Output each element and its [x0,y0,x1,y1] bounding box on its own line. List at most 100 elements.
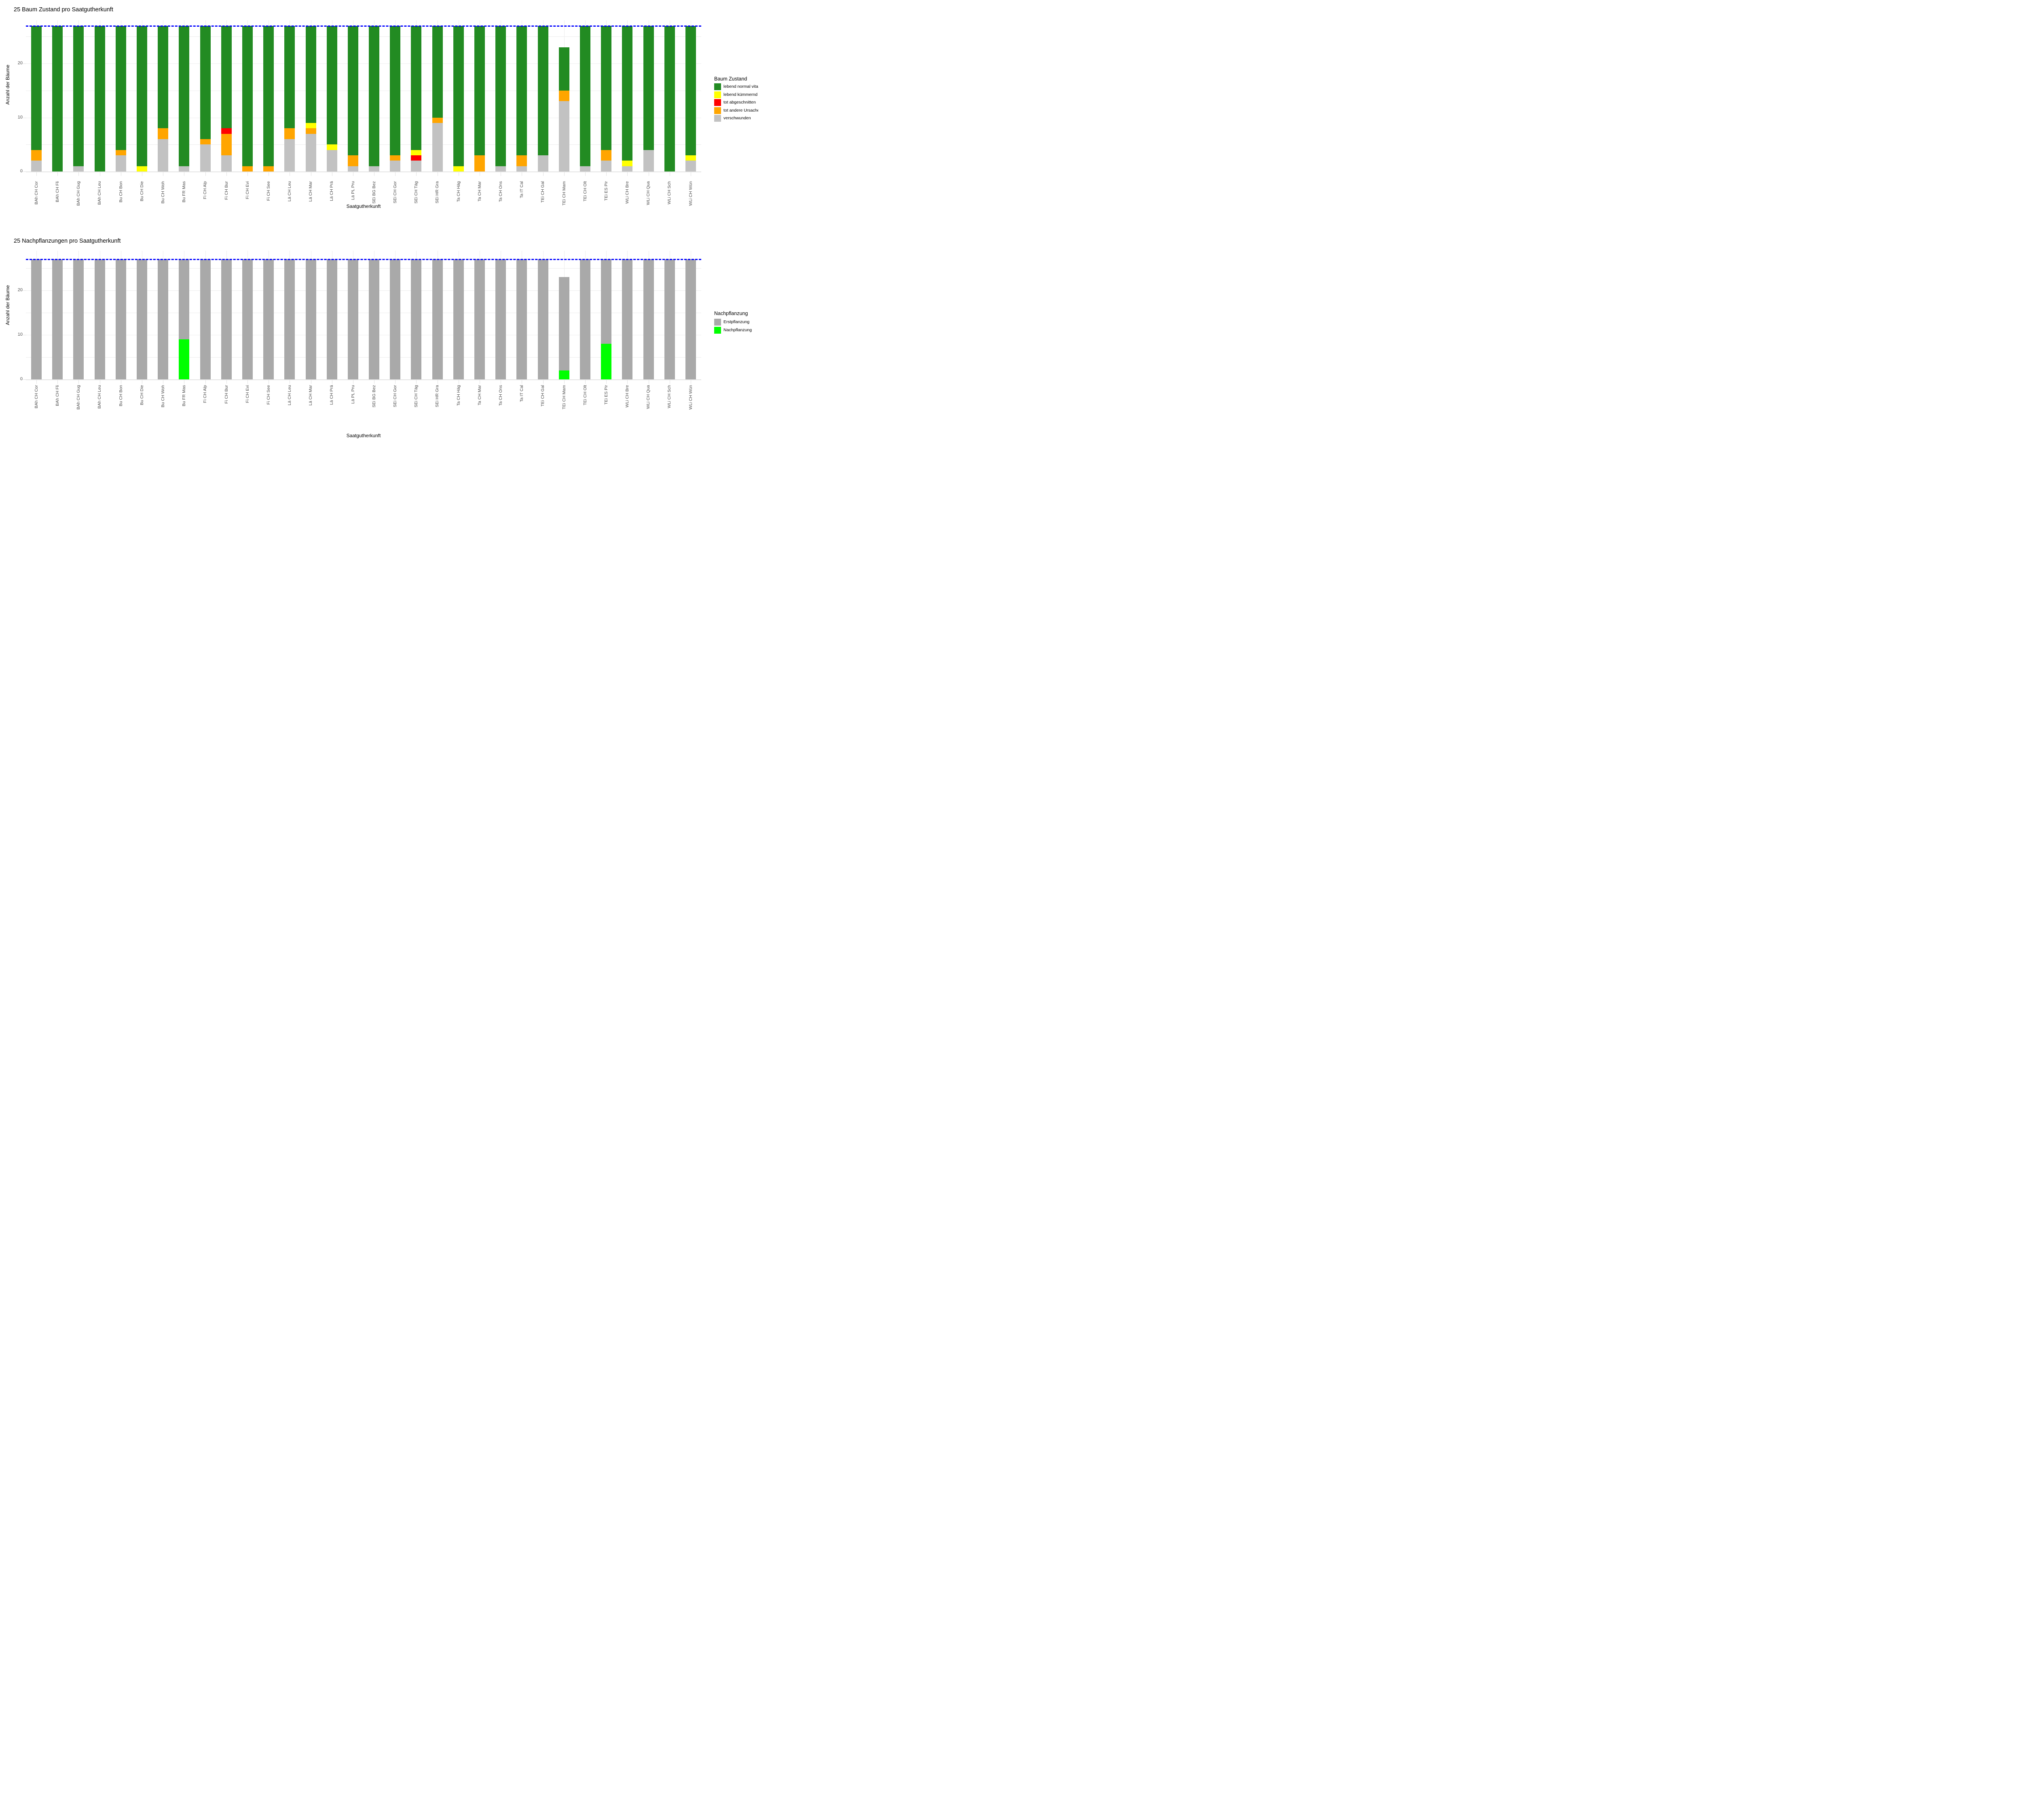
x-axis-label-cell: BAh CH Leu [89,385,110,418]
bar-segment [390,161,401,171]
bar-segment [305,25,316,123]
bar-segment [73,25,84,166]
bar-stack-wli-ch-qua [643,251,654,379]
x-axis-label: Fi CH Evi [245,385,250,403]
x-axis-label: Bu CH Bon [118,385,123,406]
x-axis-label-cell: Fi CH Evi [237,385,258,418]
bar-stack-ta-ch-mar [474,251,485,379]
x-axis-labels: BAh CH Cor BAh CH Fli BAh CH Gug BAh CH Leu… [26,181,701,214]
x-axis-label: Lä CH Mar [308,181,313,202]
x-axis-label: TEi CH Mam [561,385,567,410]
bar-segment [390,25,401,155]
bar-segment [558,370,569,379]
x-axis-label-cell: Ta IT Cal [511,181,532,214]
x-axis-label-cell: Fi CH Alp [195,181,216,214]
x-axis-label-cell: Ta CH Ons [490,181,511,214]
bar-segment [263,259,274,379]
x-axis-label-cell: SEi CH Gor [385,181,406,214]
x-axis-label: Ta CH Mar [477,385,482,406]
x-axis-label: BAh CH Fli [55,181,60,202]
x-axis-label-cell: Ta CH Ons [490,385,511,418]
x-axis-label: WLi CH Qua [646,181,651,205]
bar-segment [411,25,422,150]
x-tick-mark [627,380,628,384]
y-axis-tick-label: 0 [20,169,23,174]
x-axis-label: SEi CH Gor [393,385,398,407]
x-axis-label: Bu CH Bon [118,181,123,203]
x-axis-label: BAh CH Fli [55,385,60,406]
x-tick-mark [564,172,565,176]
bar-segment [685,259,696,379]
bar-segment [580,25,590,166]
x-tick-mark [205,172,206,176]
bar-stack-tei-ch-olt [580,251,590,379]
x-axis-label: TEi CH Olt [582,181,588,202]
y-axis-tick-label: 20 [17,61,23,66]
bar-stack-bah-ch-leu [94,251,105,379]
bar-segment [516,166,527,171]
x-tick-mark [585,380,586,384]
bar-segment [158,25,169,129]
x-axis-label: SEi HR Gra [435,385,440,407]
x-axis-label-cell: Lä CH Leu [279,385,300,418]
bar-segment [474,25,485,155]
bar-segment [305,123,316,129]
bar-stack-wli-ch-bre [622,20,633,171]
x-axis-label: TEi ES Pir [603,181,609,201]
y-axis-tick-label: 10 [17,114,23,120]
x-axis-title: Saatgutherkunft [346,203,381,209]
bar-segment [558,277,569,370]
bar-segment [200,144,211,171]
bar-segment [432,123,443,171]
x-axis-label: BAh CH Gug [76,385,81,410]
x-axis-label-cell: Ta IT Cal [511,385,532,418]
x-tick-mark [395,172,396,176]
x-axis-label-cell: Lä PL Pru [343,385,364,418]
bar-stack-lä-ch-mar [305,20,316,171]
reference-line [26,25,701,27]
bar-stack-bu-ch-bon [115,251,126,379]
bar-segment [643,150,654,171]
x-axis-label: Fi CH See [266,181,271,201]
bar-segment [305,259,316,379]
bar-segment [601,150,612,161]
bar-segment [221,128,232,134]
bar-stack-fi-ch-see [263,251,274,379]
bar-segment [137,25,148,166]
bar-segment [558,101,569,171]
bar-segment [516,25,527,155]
x-axis-label: Ta CH Ons [498,385,503,406]
bar-segment [453,166,464,171]
bar-segment [242,25,253,166]
x-tick-mark [36,172,37,176]
x-axis-label-cell: Bu FR Mas [173,385,195,418]
x-axis-label-cell: BAh CH Cor [26,385,47,418]
x-axis-label-cell: Lä CH Prä [321,181,343,214]
bar-segment [200,25,211,139]
bar-stack-lä-pl-pru [347,251,358,379]
x-axis-label: TEi ES Pir [603,385,609,405]
bar-stack-lä-ch-mar [305,251,316,379]
x-axis-label-cell: Fi CH Alp [195,385,216,418]
bar-segment [284,128,295,139]
legend-key [714,107,721,114]
gridline-horizontal [26,63,701,64]
bar-segment [263,166,274,171]
legend-label: Nachpflanzung [723,327,752,332]
bar-segment [284,139,295,171]
bar-segment [200,139,211,145]
x-axis-label: Bu CH Woh [160,385,165,408]
x-axis-label: BAh CH Cor [34,385,39,408]
x-axis-label: SEi BG Bez [371,181,376,204]
x-axis-label-cell: Ta CH Häg [448,385,469,418]
x-axis-label-cell: SEi HR Gra [427,385,448,418]
x-axis-label-cell: WLi CH Bre [617,181,638,214]
x-axis-label: TEi CH Gal [540,385,546,407]
x-axis-label-cell: TEi CH Olt [575,385,596,418]
bar-segment [179,166,190,171]
bar-segment [52,25,63,171]
bar-segment [369,166,380,171]
bar-segment [558,90,569,102]
bar-segment [369,25,380,166]
x-axis-label: Fi CH Bur [224,181,229,200]
